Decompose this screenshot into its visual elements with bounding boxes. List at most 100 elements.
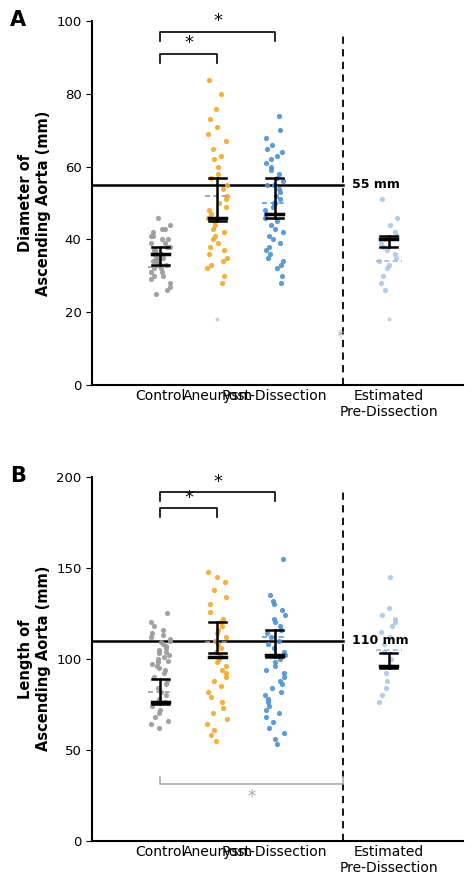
Point xyxy=(262,663,270,677)
Point xyxy=(148,699,155,713)
Point xyxy=(219,663,226,677)
Point xyxy=(391,611,399,626)
Point xyxy=(166,276,173,290)
Point xyxy=(269,232,276,246)
Point xyxy=(212,644,220,658)
Point xyxy=(385,312,392,326)
Point xyxy=(162,663,169,677)
Point xyxy=(211,218,219,232)
Point xyxy=(222,134,230,148)
Point xyxy=(205,203,213,217)
Point xyxy=(220,225,228,239)
Point xyxy=(381,637,388,651)
Point xyxy=(215,623,222,637)
Point xyxy=(150,244,158,258)
Point xyxy=(210,723,218,737)
Point xyxy=(166,633,174,648)
Point xyxy=(267,159,274,174)
Text: A: A xyxy=(10,11,27,30)
Point xyxy=(265,239,273,253)
Point xyxy=(162,696,169,710)
Point xyxy=(268,138,275,152)
Point xyxy=(272,189,280,203)
Point xyxy=(391,225,399,239)
Point xyxy=(262,156,269,170)
Point xyxy=(207,170,215,184)
Point xyxy=(209,232,217,246)
Point xyxy=(213,656,220,670)
Point xyxy=(219,254,227,268)
Point xyxy=(155,706,163,720)
Point xyxy=(273,261,281,276)
Point xyxy=(378,192,386,206)
Point xyxy=(377,236,384,250)
Point xyxy=(219,182,227,196)
Point xyxy=(261,688,268,703)
Point xyxy=(149,254,157,268)
Point xyxy=(155,680,162,695)
Point xyxy=(218,619,226,633)
Point xyxy=(153,659,161,673)
Point xyxy=(152,251,160,265)
Point xyxy=(222,590,229,604)
Point xyxy=(267,630,275,644)
Point xyxy=(152,254,160,268)
Point xyxy=(215,236,222,250)
Point xyxy=(159,251,166,265)
Point xyxy=(158,265,166,279)
Point xyxy=(265,699,273,713)
Point xyxy=(276,236,283,250)
Point xyxy=(278,602,286,617)
Point xyxy=(150,225,157,239)
Point xyxy=(276,673,284,688)
Point xyxy=(263,710,270,724)
Point xyxy=(383,673,391,688)
Point xyxy=(154,656,162,670)
Point xyxy=(385,258,393,272)
Point xyxy=(212,734,220,748)
Point xyxy=(266,588,274,602)
Point xyxy=(264,692,272,706)
Point xyxy=(210,706,217,720)
Point xyxy=(276,619,284,633)
Point xyxy=(214,159,222,174)
Point xyxy=(393,211,401,225)
Point xyxy=(276,185,284,199)
Point xyxy=(157,261,164,276)
Point xyxy=(264,637,272,651)
Point xyxy=(160,666,167,680)
Point xyxy=(261,211,269,225)
Point xyxy=(147,265,155,279)
Point xyxy=(380,644,388,658)
Text: *: * xyxy=(184,35,193,52)
Point xyxy=(387,659,395,673)
Point xyxy=(210,673,218,688)
Point xyxy=(164,232,172,246)
Point xyxy=(379,268,387,283)
Point xyxy=(156,258,164,272)
Point xyxy=(155,721,163,735)
Point xyxy=(164,654,172,668)
Point xyxy=(214,120,221,134)
Text: *: * xyxy=(213,12,222,30)
Point xyxy=(273,149,281,163)
Point xyxy=(206,239,214,253)
Point xyxy=(157,635,164,649)
Point xyxy=(281,644,288,658)
Point xyxy=(261,203,269,217)
Point xyxy=(280,670,288,684)
Point xyxy=(222,659,230,673)
Text: *: * xyxy=(184,489,193,507)
Point xyxy=(155,251,163,265)
Point xyxy=(147,616,155,630)
Point xyxy=(377,625,385,639)
Point xyxy=(211,633,219,648)
Point xyxy=(212,102,220,116)
Point xyxy=(378,688,386,703)
Point xyxy=(150,670,158,684)
Point xyxy=(278,677,285,691)
Point xyxy=(163,688,170,703)
Point xyxy=(155,692,163,706)
Point xyxy=(163,673,171,688)
Point xyxy=(164,713,172,727)
